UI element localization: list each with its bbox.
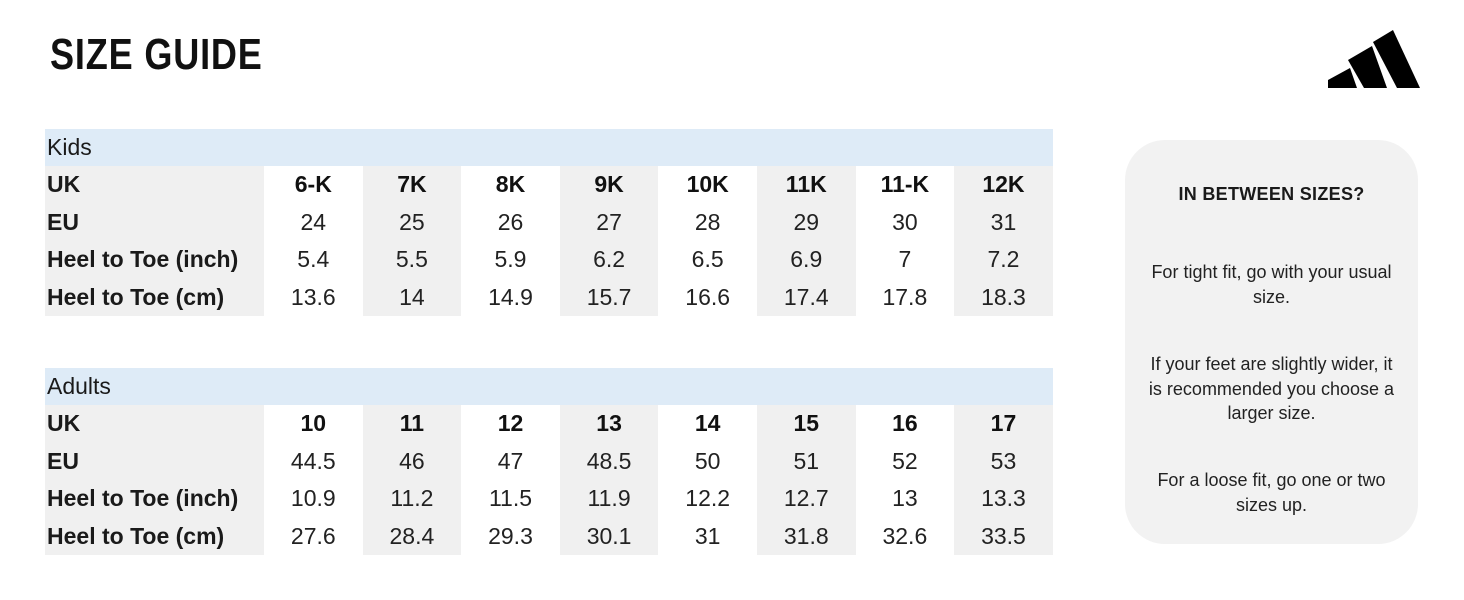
- row-label: UK: [45, 166, 264, 204]
- table-cell: 12K: [954, 166, 1053, 204]
- adults-row-eu: EU 44.5 46 47 48.5 50 51 52 53: [45, 442, 1053, 480]
- table-cell: 13: [855, 480, 955, 518]
- table-cell: 10K: [658, 166, 757, 204]
- table-cell: 17.4: [756, 278, 856, 316]
- table-cell: 29.3: [461, 517, 560, 555]
- tip-wider-feet: If your feet are slightly wider, it is r…: [1148, 354, 1395, 423]
- table-cell: 8K: [461, 166, 560, 204]
- table-cell: 14: [658, 405, 757, 443]
- table-cell: 18.3: [954, 278, 1053, 316]
- table-cell: 12.7: [756, 480, 856, 518]
- table-cell: 11.9: [559, 480, 659, 518]
- table-cell: 53: [954, 442, 1053, 480]
- table-cell: 5.4: [264, 241, 363, 279]
- table-cell: 52: [855, 442, 955, 480]
- in-between-sizes-box: IN BETWEEN SIZES? For tight fit, go with…: [1125, 140, 1418, 544]
- table-cell: 6-K: [264, 166, 363, 204]
- table-cell: 27.6: [264, 517, 363, 555]
- table-cell: 28.4: [362, 517, 462, 555]
- row-label: Heel to Toe (cm): [45, 278, 264, 316]
- table-cell: 7K: [362, 166, 462, 204]
- table-cell: 25: [362, 203, 462, 241]
- table-cell: 44.5: [264, 442, 363, 480]
- adults-row-heel-to-toe-cm: Heel to Toe (cm) 27.6 28.4 29.3 30.1 31 …: [45, 517, 1053, 555]
- table-cell: 46: [362, 442, 462, 480]
- table-cell: 17.8: [855, 278, 955, 316]
- tip-tight-fit: For tight fit, go with your usual size.: [1151, 262, 1392, 307]
- table-cell: 11K: [756, 166, 856, 204]
- table-cell: 11-K: [855, 166, 955, 204]
- row-label: EU: [45, 203, 264, 241]
- adults-row-heel-to-toe-inch: Heel to Toe (inch) 10.9 11.2 11.5 11.9 1…: [45, 480, 1053, 518]
- table-cell: 6.2: [559, 241, 659, 279]
- kids-row-heel-to-toe-cm: Heel to Toe (cm) 13.6 14 14.9 15.7 16.6 …: [45, 278, 1053, 316]
- row-label: Heel to Toe (inch): [45, 480, 264, 518]
- tip-loose-fit: For a loose fit, go one or two sizes up.: [1157, 470, 1386, 515]
- adults-row-uk: UK 10 11 12 13 14 15 16 17: [45, 405, 1053, 443]
- table-cell: 16: [855, 405, 955, 443]
- table-cell: 11.5: [461, 480, 560, 518]
- table-cell: 28: [658, 203, 757, 241]
- table-cell: 13: [559, 405, 659, 443]
- table-cell: 50: [658, 442, 757, 480]
- table-cell: 17: [954, 405, 1053, 443]
- row-label: Heel to Toe (inch): [45, 241, 264, 279]
- table-cell: 12: [461, 405, 560, 443]
- row-label: EU: [45, 442, 264, 480]
- table-cell: 32.6: [855, 517, 955, 555]
- table-cell: 10: [264, 405, 363, 443]
- table-cell: 29: [756, 203, 856, 241]
- table-cell: 7.2: [954, 241, 1053, 279]
- box-title: IN BETWEEN SIZES?: [1178, 184, 1365, 204]
- table-cell: 6.9: [756, 241, 856, 279]
- kids-row-eu: EU 24 25 26 27 28 29 30 31: [45, 203, 1053, 241]
- table-cell: 11: [362, 405, 462, 443]
- table-cell: 31.8: [756, 517, 856, 555]
- table-cell: 31: [658, 517, 757, 555]
- table-cell: 26: [461, 203, 560, 241]
- table-cell: 5.9: [461, 241, 560, 279]
- adults-section-heading: Adults: [45, 368, 1053, 405]
- adidas-logo-icon: [1328, 30, 1420, 88]
- table-cell: 5.5: [362, 241, 462, 279]
- table-cell: 11.2: [362, 480, 462, 518]
- table-cell: 10.9: [264, 480, 363, 518]
- table-cell: 30: [855, 203, 955, 241]
- table-cell: 7: [855, 241, 955, 279]
- table-cell: 15: [756, 405, 856, 443]
- table-cell: 27: [559, 203, 659, 241]
- kids-row-uk: UK 6-K 7K 8K 9K 10K 11K 11-K 12K: [45, 166, 1053, 204]
- table-cell: 6.5: [658, 241, 757, 279]
- table-cell: 15.7: [559, 278, 659, 316]
- table-cell: 13.6: [264, 278, 363, 316]
- table-cell: 14.9: [461, 278, 560, 316]
- kids-row-heel-to-toe-inch: Heel to Toe (inch) 5.4 5.5 5.9 6.2 6.5 6…: [45, 241, 1053, 279]
- table-cell: 14: [362, 278, 462, 316]
- kids-size-table: Kids UK 6-K 7K 8K 9K 10K 11K 11-K 12K EU…: [45, 129, 1053, 316]
- row-label: Heel to Toe (cm): [45, 517, 264, 555]
- table-cell: 31: [954, 203, 1053, 241]
- table-cell: 51: [756, 442, 856, 480]
- kids-section-heading: Kids: [45, 129, 1053, 166]
- table-cell: 16.6: [658, 278, 757, 316]
- table-cell: 47: [461, 442, 560, 480]
- table-cell: 9K: [559, 166, 659, 204]
- page-title: SIZE GUIDE: [50, 30, 263, 79]
- row-label: UK: [45, 405, 264, 443]
- table-cell: 33.5: [954, 517, 1053, 555]
- table-cell: 24: [264, 203, 363, 241]
- adults-size-table: Adults UK 10 11 12 13 14 15 16 17 EU 44.…: [45, 368, 1053, 555]
- table-cell: 30.1: [559, 517, 659, 555]
- table-cell: 12.2: [658, 480, 757, 518]
- table-cell: 48.5: [559, 442, 659, 480]
- table-cell: 13.3: [954, 480, 1053, 518]
